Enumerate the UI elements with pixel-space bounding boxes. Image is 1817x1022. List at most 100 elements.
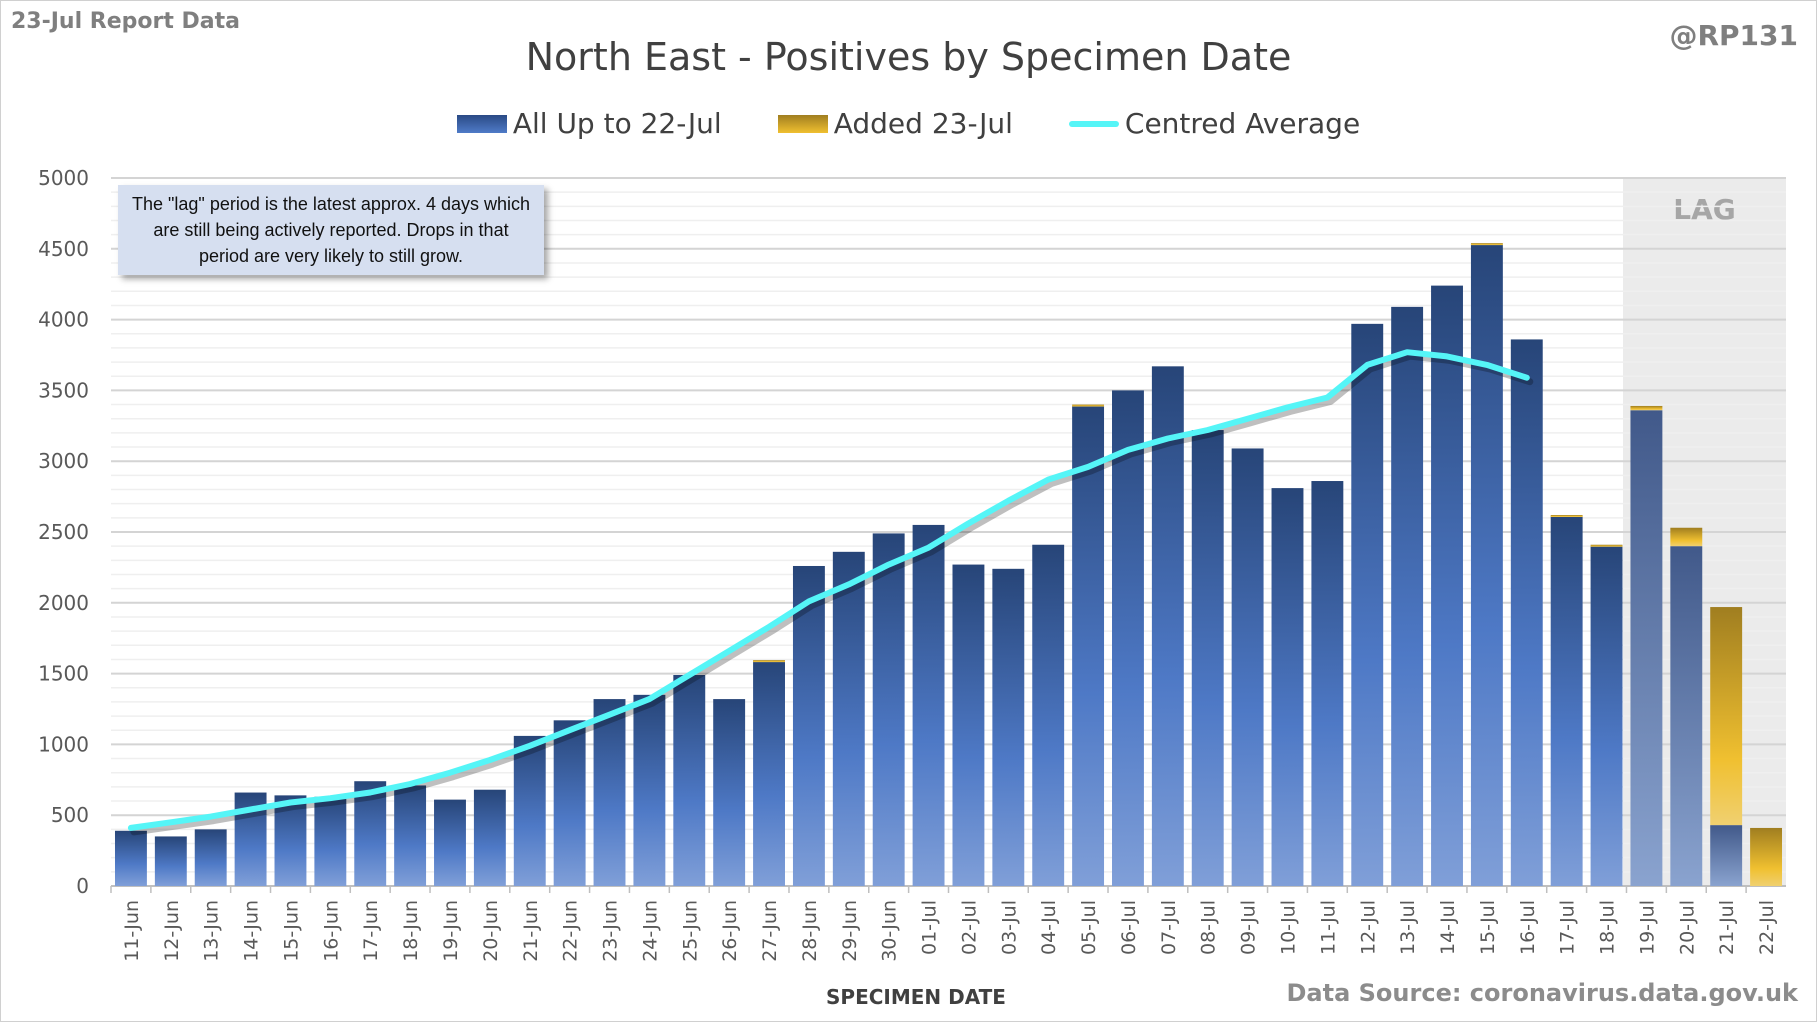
bar-all-up-to-22-jul bbox=[1431, 285, 1463, 887]
x-tick-label: 27-Jun bbox=[759, 900, 781, 962]
x-tick-label: 28-Jun bbox=[799, 900, 821, 962]
chart-title: North East - Positives by Specimen Date bbox=[525, 35, 1292, 79]
x-tick-label: 09-Jul bbox=[1238, 900, 1260, 955]
bar-all-up-to-22-jul bbox=[553, 720, 586, 886]
x-tick-label: 20-Jun bbox=[480, 900, 502, 962]
bar-all-up-to-22-jul bbox=[753, 660, 785, 886]
y-tick-label: 3500 bbox=[38, 378, 89, 402]
bar-all-up-to-22-jul bbox=[792, 565, 825, 886]
x-tick-label: 20-Jul bbox=[1676, 900, 1698, 955]
bar-all-up-to-22-jul bbox=[473, 789, 506, 886]
x-tick-label: 17-Jun bbox=[360, 900, 382, 962]
x-tick-label: 04-Jul bbox=[1038, 900, 1060, 955]
bar-all-up-to-22-jul bbox=[114, 830, 147, 886]
bar-all-up-to-22-jul bbox=[832, 551, 865, 886]
bar-all-up-to-22-jul bbox=[713, 699, 746, 886]
x-tick-label: 29-Jun bbox=[839, 900, 861, 962]
legend-item-all: All Up to 22-Jul bbox=[456, 107, 722, 140]
bar-all-up-to-22-jul bbox=[633, 694, 666, 886]
x-tick-label: 01-Jul bbox=[919, 900, 941, 955]
y-tick-label: 4000 bbox=[38, 308, 89, 332]
x-tick-label: 19-Jul bbox=[1636, 900, 1658, 955]
y-tick-label: 1000 bbox=[38, 732, 89, 756]
lag-note: The "lag" period is the latest approx. 4… bbox=[118, 185, 544, 275]
x-tick-label: 30-Jun bbox=[879, 900, 901, 962]
bar-added-23-jul bbox=[1710, 607, 1743, 826]
bar-added-23-jul bbox=[1470, 243, 1503, 246]
x-tick-label: 05-Jul bbox=[1078, 900, 1100, 955]
bar-added-23-jul bbox=[1630, 405, 1663, 411]
bar-added-23-jul bbox=[1550, 515, 1583, 518]
x-tick-label: 21-Jul bbox=[1716, 900, 1738, 955]
x-tick-label: 26-Jun bbox=[719, 900, 741, 962]
x-tick-label: 14-Jul bbox=[1437, 900, 1459, 955]
bar-all-up-to-22-jul bbox=[952, 564, 985, 886]
bar-all-up-to-22-jul bbox=[1271, 488, 1304, 886]
x-tick-label: 18-Jun bbox=[400, 900, 422, 962]
x-tick-label: 16-Jun bbox=[320, 900, 342, 962]
data-source: Data Source: coronavirus.data.gov.uk bbox=[1286, 979, 1799, 1007]
x-tick-label: 23-Jun bbox=[600, 900, 622, 962]
x-tick-label: 25-Jun bbox=[679, 900, 701, 962]
bar-all-up-to-22-jul bbox=[1151, 366, 1184, 886]
legend-item-added: Added 23-Jul bbox=[777, 107, 1013, 140]
x-tick-label: 17-Jul bbox=[1557, 900, 1579, 955]
bar-all-up-to-22-jul bbox=[394, 785, 427, 886]
bar-all-up-to-22-jul bbox=[1670, 546, 1703, 886]
x-tick-label: 15-Jul bbox=[1477, 900, 1499, 955]
x-tick-label: 18-Jul bbox=[1597, 900, 1619, 955]
y-tick-label: 2500 bbox=[38, 520, 89, 544]
y-tick-label: 3000 bbox=[38, 449, 89, 473]
legend-swatch-gold bbox=[777, 114, 828, 133]
bar-all-up-to-22-jul bbox=[434, 799, 466, 886]
bar-all-up-to-22-jul bbox=[1112, 390, 1144, 886]
bar-added-23-jul bbox=[1670, 527, 1703, 547]
bar-all-up-to-22-jul bbox=[1550, 516, 1583, 886]
bar-all-up-to-22-jul bbox=[872, 533, 905, 886]
x-tick-label: 14-Jun bbox=[241, 900, 263, 962]
bar-all-up-to-22-jul bbox=[314, 796, 347, 886]
x-tick-label: 24-Jun bbox=[639, 900, 661, 962]
bar-all-up-to-22-jul bbox=[1032, 544, 1065, 886]
x-tick-label: 03-Jul bbox=[998, 900, 1020, 955]
x-tick-label: 11-Jun bbox=[121, 900, 143, 962]
x-tick-label: 22-Jun bbox=[560, 900, 582, 962]
x-tick-label: 10-Jul bbox=[1277, 900, 1299, 955]
legend: All Up to 22-Jul Added 23-Jul Centred Av… bbox=[1, 107, 1816, 140]
bar-all-up-to-22-jul bbox=[274, 795, 307, 886]
y-tick-label: 500 bbox=[51, 803, 89, 827]
bar-all-up-to-22-jul bbox=[154, 836, 187, 886]
report-date: 23-Jul Report Data bbox=[11, 9, 241, 34]
bar-all-up-to-22-jul bbox=[673, 675, 706, 886]
bar-all-up-to-22-jul bbox=[1191, 430, 1224, 886]
bar-added-23-jul bbox=[1590, 544, 1623, 547]
x-tick-label: 08-Jul bbox=[1198, 900, 1220, 955]
x-tick-label: 22-Jul bbox=[1756, 900, 1778, 955]
bar-added-23-jul bbox=[1750, 827, 1783, 886]
x-tick-label: 11-Jul bbox=[1317, 900, 1339, 955]
bar-all-up-to-22-jul bbox=[593, 699, 626, 886]
bar-all-up-to-22-jul bbox=[1630, 410, 1663, 886]
bar-all-up-to-22-jul bbox=[1311, 481, 1344, 886]
bar-all-up-to-22-jul bbox=[513, 735, 546, 886]
bar-all-up-to-22-jul bbox=[1391, 306, 1424, 887]
x-tick-label: 12-Jul bbox=[1357, 900, 1379, 955]
legend-item-average: Centred Average bbox=[1068, 107, 1360, 140]
legend-label: All Up to 22-Jul bbox=[512, 107, 722, 140]
x-tick-label: 19-Jun bbox=[440, 900, 462, 962]
bar-added-23-jul bbox=[1072, 404, 1105, 407]
x-tick-label: 02-Jul bbox=[958, 900, 980, 955]
bar-all-up-to-22-jul bbox=[1710, 825, 1743, 886]
bar-all-up-to-22-jul bbox=[1351, 323, 1384, 886]
bar-all-up-to-22-jul bbox=[1072, 405, 1105, 886]
x-tick-label: 13-Jun bbox=[201, 900, 223, 962]
legend-swatch-blue bbox=[456, 114, 507, 133]
y-tick-label: 2000 bbox=[38, 591, 89, 615]
legend-swatch-line bbox=[1068, 120, 1119, 127]
x-tick-label: 13-Jul bbox=[1397, 900, 1419, 955]
bar-added-23-jul bbox=[753, 660, 785, 663]
bar-all-up-to-22-jul bbox=[912, 524, 945, 886]
x-axis-label: SPECIMEN DATE bbox=[826, 985, 1006, 1009]
